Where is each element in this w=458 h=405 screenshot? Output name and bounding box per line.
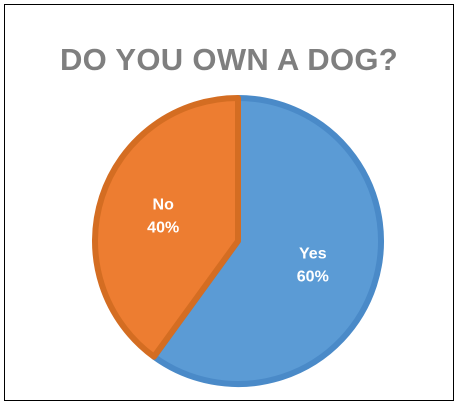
slice-percent-no: 40%: [147, 220, 179, 237]
pie-chart: Yes 60% No 40%: [92, 95, 384, 387]
chart-title: DO YOU OWN A DOG?: [59, 42, 399, 77]
pie-slice-no: [92, 95, 241, 360]
slice-label-yes: Yes: [299, 245, 327, 262]
chart-frame: DO YOU OWN A DOG? Yes 60% No 40%: [4, 4, 454, 401]
slice-percent-yes: 60%: [297, 268, 329, 285]
slice-label-no: No: [153, 197, 175, 214]
pie-slice-yes: [150, 95, 384, 387]
